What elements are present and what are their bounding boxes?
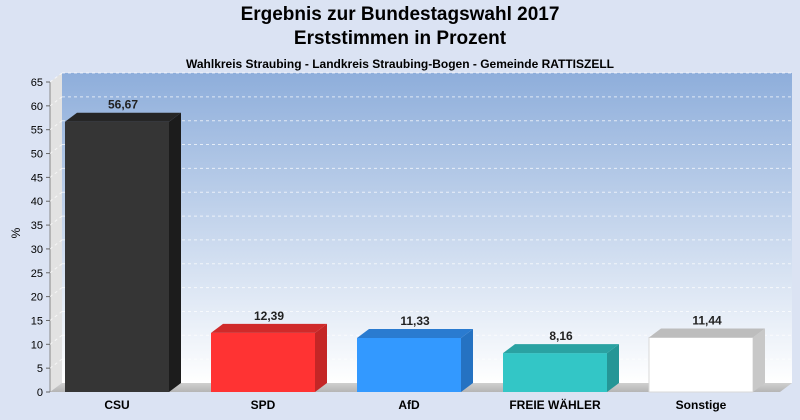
- gridline-left: [49, 334, 63, 345]
- bar-top: [357, 328, 473, 338]
- chart-title-line2: Erststimmen in Prozent: [293, 28, 507, 49]
- gridline-left: [49, 287, 63, 298]
- bar-side: [461, 328, 473, 392]
- x-axis-labels: CSU SPD AfD FREIE WÄHLER Sonstige: [104, 397, 726, 412]
- bar-top: [65, 112, 181, 122]
- x-tick-label: SPD: [251, 398, 276, 412]
- gridline-left: [49, 263, 63, 274]
- bar-side: [607, 344, 619, 392]
- bar-front: [648, 336, 754, 393]
- y-tick-label: 60: [31, 101, 43, 113]
- bar-front: [357, 337, 461, 392]
- y-tick-label: 65: [31, 77, 43, 89]
- y-tick-label: 30: [31, 244, 43, 256]
- bars: 56,67 12,39 11,33 8,16 11,44: [65, 98, 765, 393]
- data-label: 11,44: [692, 313, 722, 327]
- bar-front: [211, 332, 315, 392]
- gridline-left: [49, 311, 63, 321]
- gridline-left: [49, 191, 63, 202]
- y-tick-label: 50: [31, 149, 43, 161]
- y-tick-label: 45: [31, 172, 43, 184]
- bar-top: [503, 344, 619, 354]
- gridline-left: [49, 96, 63, 107]
- bar-front: [65, 121, 169, 392]
- bar-top: [211, 323, 327, 333]
- plot-left-wall: [50, 73, 62, 392]
- y-tick-label: 5: [37, 363, 43, 375]
- gridline-left: [49, 358, 63, 369]
- bar-top: [649, 328, 765, 338]
- y-axis-ticks: 0 5 10 15 20 25 30 35 40 45 50 55 60 65: [31, 77, 50, 399]
- y-tick-label: 40: [31, 196, 43, 208]
- gridline-left: [49, 239, 63, 250]
- x-tick-label: CSU: [104, 398, 129, 412]
- y-tick-label: 20: [31, 292, 43, 304]
- gridline-left: [49, 72, 63, 83]
- y-tick-label: 35: [31, 220, 43, 232]
- bar: 12,39: [211, 309, 327, 392]
- y-tick-label: 0: [37, 387, 43, 399]
- y-tick-label: 25: [31, 268, 43, 280]
- y-axis-label: %: [9, 227, 23, 238]
- bar: 11,33: [357, 314, 473, 392]
- y-tick-label: 15: [31, 315, 43, 327]
- bar: 8,16: [503, 329, 619, 392]
- bar-side: [315, 323, 327, 392]
- y-tick-label: 55: [31, 125, 43, 137]
- bar: 11,44: [648, 313, 765, 393]
- data-label: 11,33: [400, 314, 430, 328]
- bar-side: [753, 328, 765, 392]
- x-tick-label: FREIE WÄHLER: [509, 397, 601, 412]
- gridline-left: [49, 120, 63, 131]
- bar-side: [169, 112, 181, 392]
- x-tick-label: AfD: [398, 398, 420, 412]
- gridline-left: [49, 167, 63, 178]
- x-tick-label: Sonstige: [676, 398, 727, 412]
- y-tick-label: 10: [31, 339, 43, 351]
- data-label: 12,39: [254, 309, 284, 323]
- gridline-left: [49, 144, 63, 154]
- chart-subtitle: Wahlkreis Straubing - Landkreis Straubin…: [185, 57, 615, 71]
- gridline-left: [49, 215, 63, 226]
- data-label: 8,16: [549, 329, 573, 343]
- chart-title-block: Ergebnis zur Bundestagswahl 2017 Erststi…: [0, 3, 800, 71]
- chart-title-line1: Ergebnis zur Bundestagswahl 2017: [240, 4, 560, 25]
- data-label: 56,67: [108, 98, 138, 112]
- bar-front: [503, 353, 607, 392]
- bar: 56,67: [65, 98, 181, 392]
